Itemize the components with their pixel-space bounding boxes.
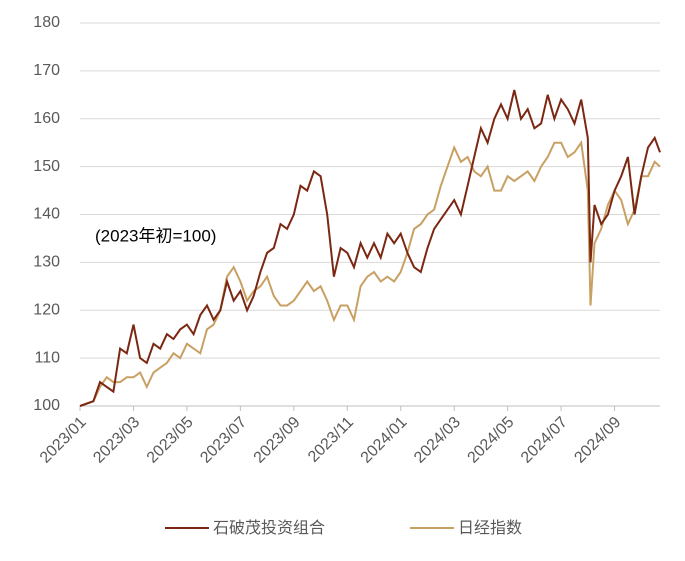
x-tick-label: 2023/01: [37, 414, 90, 467]
y-tick-label: 100: [33, 397, 60, 414]
y-tick-label: 180: [33, 14, 60, 31]
y-tick-label: 110: [34, 349, 60, 366]
x-tick-label: 2023/09: [251, 414, 304, 467]
y-tick-label: 130: [33, 254, 60, 271]
x-tick-label: 2024/09: [571, 414, 624, 467]
x-tick-label: 2023/05: [144, 414, 197, 467]
annotation: (2023年初=100): [95, 226, 216, 245]
series-line: [79, 89, 661, 407]
y-tick-label: 150: [33, 158, 60, 175]
legend-label: 石破茂投资组合: [213, 519, 325, 537]
x-tick-label: 2023/03: [90, 414, 143, 467]
y-tick-label: 160: [33, 110, 60, 127]
x-tick-label: 2024/01: [358, 414, 411, 467]
y-tick-label: 120: [33, 301, 60, 318]
y-tick-label: 170: [33, 62, 60, 79]
y-tick-label: 140: [33, 206, 60, 223]
series-line: [79, 140, 661, 407]
x-tick-label: 2024/05: [465, 414, 518, 467]
x-tick-label: 2024/07: [518, 414, 571, 467]
legend-label: 日经指数: [458, 519, 522, 537]
x-tick-label: 2023/11: [305, 414, 357, 466]
x-tick-label: 2024/03: [411, 414, 464, 467]
x-tick-label: 2023/07: [197, 414, 250, 467]
